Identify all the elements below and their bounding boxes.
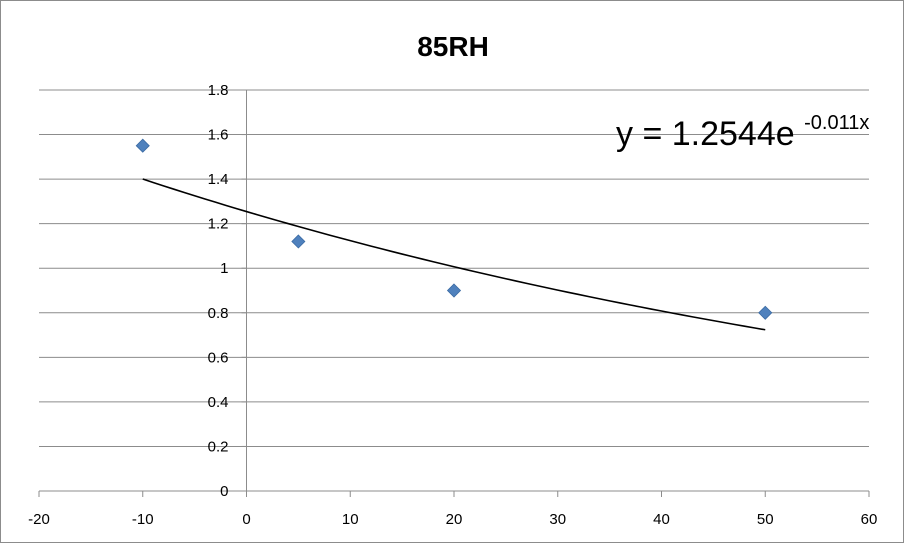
trendline-equation: y = 1.2544e -0.011x [616,112,869,153]
x-tick-label: 60 [861,511,878,528]
x-tick-label: 30 [549,511,566,528]
axes [38,89,870,497]
x-tick-label: -20 [28,511,50,528]
y-tick-label: 0.2 [208,438,229,455]
x-tick-label: 50 [757,511,774,528]
data-point-diamond [291,234,306,249]
trendline-group [142,178,766,331]
x-tick-label: 40 [653,511,670,528]
y-tick-label: 0 [220,483,228,500]
y-tick-label: 0.8 [208,305,229,322]
x-tick-label: 0 [242,511,250,528]
x-tick-label: 10 [342,511,359,528]
y-tick-label: 1 [220,260,228,277]
y-tick-label: 1.4 [208,171,229,188]
data-point-diamond [758,305,773,320]
y-tick-label: 1.2 [208,216,229,233]
y-axis-tick-labels: 0 0.2 0.4 0.6 0.8 1 1.2 1.4 1.6 1.8 [208,82,229,500]
chart-title: 85RH [417,31,489,62]
data-point-diamond [135,138,150,153]
gridlines [39,89,869,447]
trendline-equation-exponent: -0.011x [804,112,869,134]
x-axis-tick-labels: -20 -10 0 10 20 30 40 50 60 [28,511,877,528]
y-tick-label: 0.6 [208,349,229,366]
y-tick-label: 1.8 [208,82,229,99]
y-tick-label: 0.4 [208,394,229,411]
x-tick-label: -10 [132,511,154,528]
y-tick-label: 1.6 [208,127,229,144]
data-point-diamond [446,283,462,298]
trendline [142,178,766,331]
data-points [135,138,773,320]
x-tick-label: 20 [446,511,463,528]
trendline-equation-base: y = 1.2544e [616,115,795,153]
